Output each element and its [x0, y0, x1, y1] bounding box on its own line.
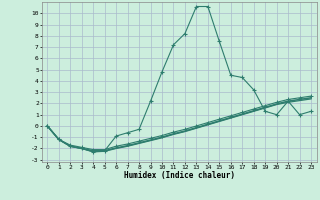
- X-axis label: Humidex (Indice chaleur): Humidex (Indice chaleur): [124, 171, 235, 180]
